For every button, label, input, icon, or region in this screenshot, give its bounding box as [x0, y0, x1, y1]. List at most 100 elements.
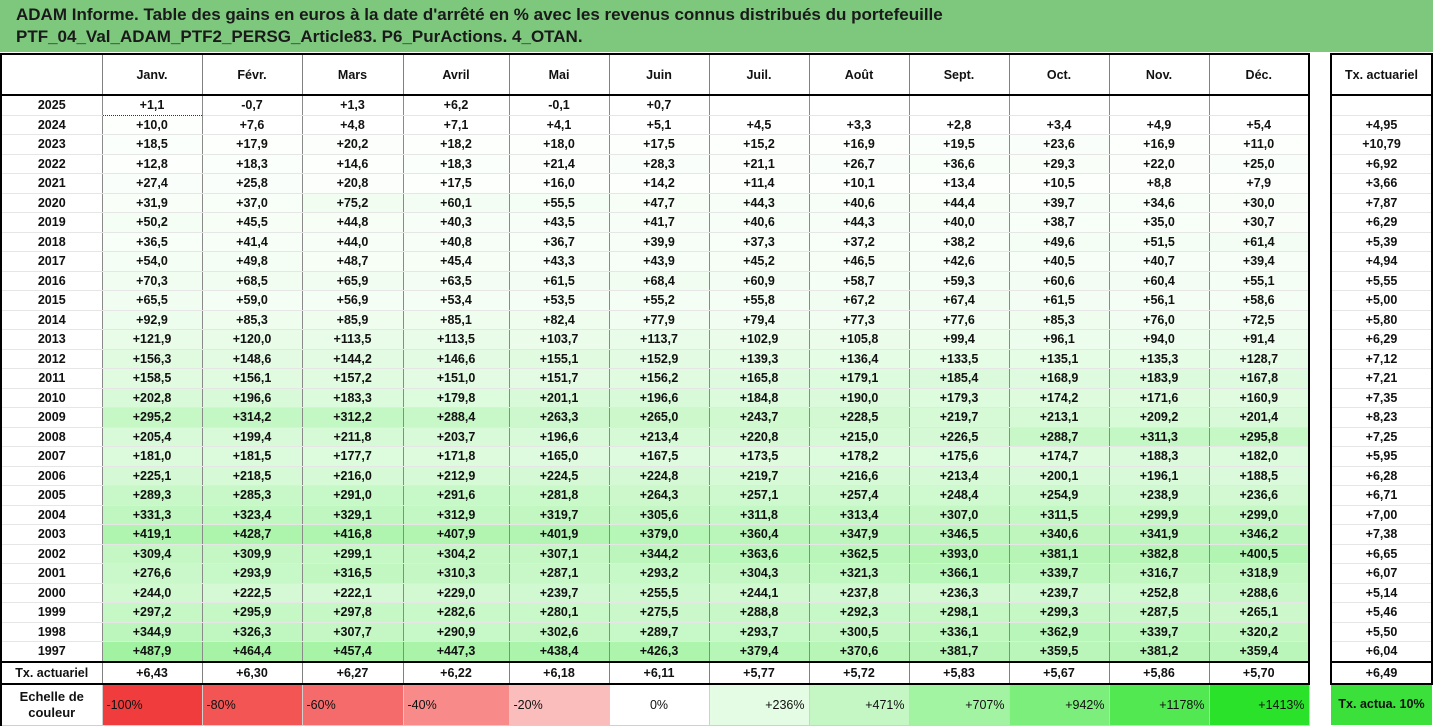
gain-cell: +144,2: [301, 349, 404, 369]
gain-cell: +171,8: [402, 446, 510, 467]
avg-rate-cell: +6,43: [101, 660, 203, 685]
gain-cell: +29,3: [1008, 154, 1110, 174]
gain-cell: +56,1: [1108, 290, 1210, 311]
gain-cell: [708, 95, 810, 116]
gain-cell: +40,6: [808, 193, 910, 213]
gain-cell: +17,5: [402, 173, 510, 194]
gain-cell: +16,9: [808, 134, 910, 155]
gain-cell: +291,0: [301, 485, 404, 506]
year-cell: 2007: [0, 446, 103, 467]
gain-cell: +45,2: [708, 251, 810, 272]
actuarial-rate-cell: +3,66: [1330, 173, 1433, 194]
gain-cell: +158,5: [101, 368, 203, 389]
actuarial-rate-cell: +7,25: [1330, 427, 1433, 447]
actuarial-rate-cell: +7,12: [1330, 349, 1433, 369]
color-scale-label: Echelle de couleur: [0, 683, 103, 726]
avg-rate-cell: +6,27: [301, 660, 404, 685]
side-row: +5,95: [1330, 446, 1433, 467]
year-cell: 2025: [0, 95, 103, 116]
gain-cell: +139,3: [708, 349, 810, 369]
table-row: 2015 +65,5 +59,0 +56,9 +53,4 +53,5 +55,2 +55,8 +…: [0, 290, 1310, 311]
gain-cell: +201,4: [1208, 407, 1310, 428]
table-row: 2013 +121,9 +120,0 +113,5 +113,5 +103,7 +113,7…: [0, 329, 1310, 350]
gain-cell: +285,3: [201, 485, 303, 506]
color-scale-swatch: -60%: [301, 683, 404, 726]
side-row: +5,00: [1330, 290, 1433, 311]
gain-cell: +44,0: [301, 232, 404, 252]
gain-cell: +12,8: [101, 154, 203, 174]
year-cell: 2017: [0, 251, 103, 272]
gain-cell: +307,0: [908, 505, 1010, 525]
gain-cell: +160,9: [1208, 388, 1310, 408]
gain-cell: +190,0: [808, 388, 910, 408]
table-row: 2009 +295,2 +314,2 +312,2 +288,4 +263,3 +265,0…: [0, 407, 1310, 428]
color-scale-swatch: +1178%: [1108, 683, 1210, 726]
gain-cell: +321,3: [808, 563, 910, 584]
gain-cell: +43,9: [608, 251, 710, 272]
gain-cell: +225,1: [101, 466, 203, 486]
gain-cell: +43,3: [508, 251, 610, 272]
year-cell: 2011: [0, 368, 103, 389]
gain-cell: +344,9: [101, 622, 203, 642]
gain-cell: +94,0: [1108, 329, 1210, 350]
gain-cell: +182,0: [1208, 446, 1310, 467]
gain-cell: +196,6: [201, 388, 303, 408]
gain-cell: +228,5: [808, 407, 910, 428]
gain-cell: +82,4: [508, 310, 610, 330]
gain-cell: +61,5: [508, 271, 610, 291]
year-cell: 2021: [0, 173, 103, 194]
gain-cell: +128,7: [1208, 349, 1310, 369]
gain-cell: +40,7: [1108, 251, 1210, 272]
table-row: 2006 +225,1 +218,5 +216,0 +212,9 +224,5 +224,8…: [0, 466, 1310, 486]
actuarial-rate-cell: +5,95: [1330, 446, 1433, 467]
gain-cell: +11,0: [1208, 134, 1310, 155]
gain-cell: +40,3: [402, 212, 510, 233]
gain-cell: +224,8: [608, 466, 710, 486]
gain-cell: +222,5: [201, 583, 303, 603]
gain-cell: +21,4: [508, 154, 610, 174]
gain-cell: +59,0: [201, 290, 303, 311]
gain-cell: +419,1: [101, 524, 203, 545]
gain-cell: +316,7: [1108, 563, 1210, 584]
gain-cell: +42,6: [908, 251, 1010, 272]
year-cell: 2003: [0, 524, 103, 545]
gain-cell: +10,0: [101, 115, 203, 135]
table-row: 2012 +156,3 +148,6 +144,2 +146,6 +155,1 +152,9…: [0, 349, 1310, 369]
gain-cell: +487,9: [101, 641, 203, 662]
gain-cell: +282,6: [402, 602, 510, 623]
gain-cell: +304,2: [402, 544, 510, 564]
gain-cell: +49,8: [201, 251, 303, 272]
gain-cell: +216,0: [301, 466, 404, 486]
gain-cell: +366,1: [908, 563, 1010, 584]
gain-cell: +58,6: [1208, 290, 1310, 311]
table-row: 1997 +487,9 +464,4 +457,4 +447,3 +438,4 +426,3…: [0, 641, 1310, 662]
side-row: +4,95: [1330, 115, 1433, 135]
table-row: 2018 +36,5 +41,4 +44,0 +40,8 +36,7 +39,9 +37,3 +…: [0, 232, 1310, 252]
table-row: 2024 +10,0 +7,6 +4,8 +7,1 +4,1 +5,1 +4,5 +3,3 +2,…: [0, 115, 1310, 135]
gain-cell: +48,7: [301, 251, 404, 272]
year-cell: 2019: [0, 212, 103, 233]
side-row: +6,04: [1330, 641, 1433, 662]
gain-cell: +359,4: [1208, 641, 1310, 662]
gain-cell: +360,4: [708, 524, 810, 545]
color-scale-swatch: -40%: [402, 683, 510, 726]
year-cell: 2001: [0, 563, 103, 584]
gain-cell: +113,5: [402, 329, 510, 350]
gain-cell: +211,8: [301, 427, 404, 447]
year-cell: 2022: [0, 154, 103, 174]
gain-cell: +254,9: [1008, 485, 1110, 506]
gain-cell: +14,6: [301, 154, 404, 174]
gain-cell: +167,5: [608, 446, 710, 467]
gain-cell: +5,4: [1208, 115, 1310, 135]
gain-cell: +265,0: [608, 407, 710, 428]
actuarial-rate-cell: +6,71: [1330, 485, 1433, 506]
year-cell: 1998: [0, 622, 103, 642]
gain-cell: +257,1: [708, 485, 810, 506]
actuarial-rate-cell: +5,50: [1330, 622, 1433, 642]
gain-cell: +363,6: [708, 544, 810, 564]
gain-cell: +168,9: [1008, 368, 1110, 389]
side-row: +5,80: [1330, 310, 1433, 330]
color-scale-swatch: +471%: [808, 683, 910, 726]
actuarial-rate-table: Tx. actuariel +4,95 +10,79 +6,92 +3,66 +7,87 +…: [1330, 53, 1433, 725]
avg-row-label: Tx. actuariel: [0, 660, 103, 685]
